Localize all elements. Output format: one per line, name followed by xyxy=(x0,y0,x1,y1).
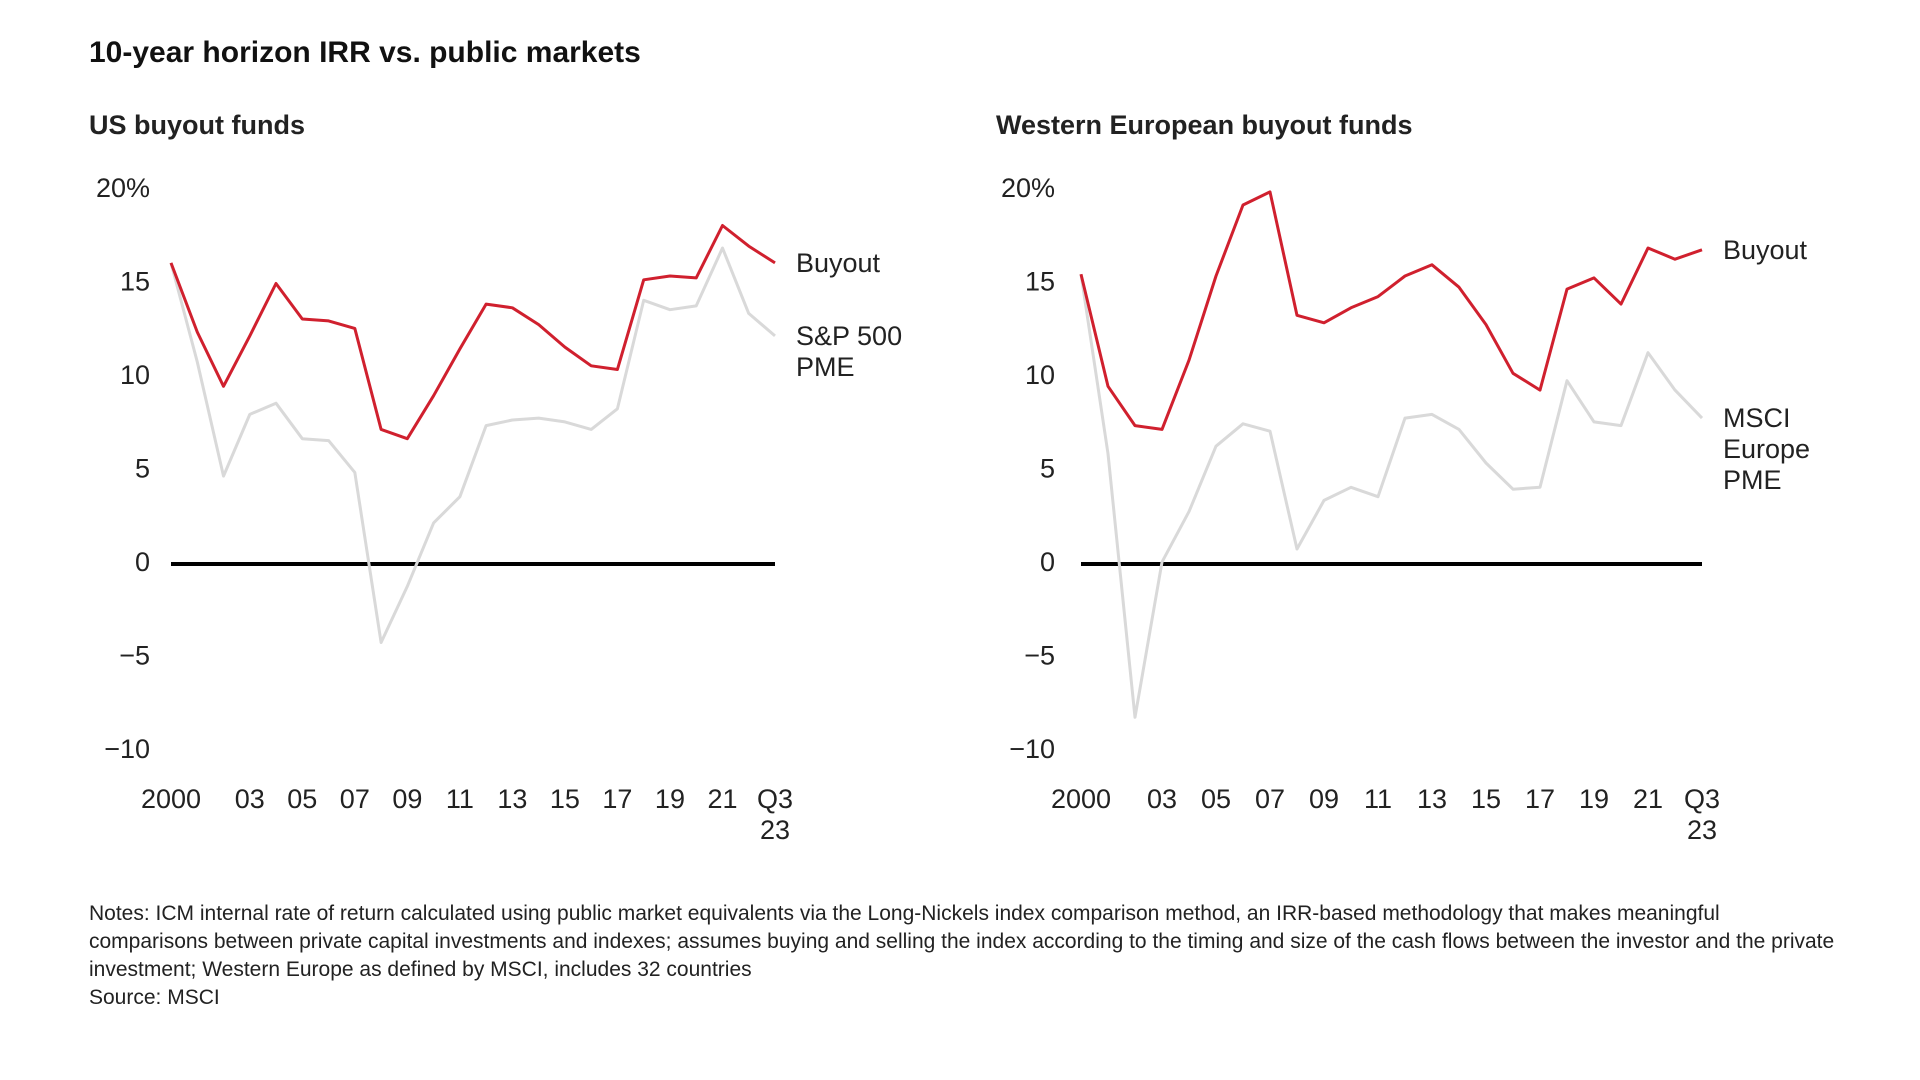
chart-title: US buyout funds xyxy=(89,110,305,140)
x-tick-label: 19 xyxy=(1579,784,1609,814)
y-tick-label: 5 xyxy=(135,454,150,484)
y-tick-label: 20% xyxy=(96,173,150,203)
series-label: S&P 500 PME xyxy=(796,321,902,382)
x-tick-label: 05 xyxy=(1201,784,1231,814)
series-line xyxy=(1079,190,1703,431)
y-tick-label: 10 xyxy=(120,360,150,390)
x-tick-label: 15 xyxy=(1471,784,1501,814)
x-tick-label: 03 xyxy=(235,784,265,814)
x-tick-label: 17 xyxy=(602,784,632,814)
y-tick-label: −10 xyxy=(1009,734,1055,764)
y-tick-label: 20% xyxy=(1001,173,1055,203)
series-label: Buyout xyxy=(796,248,881,278)
chart-title: Western European buyout funds xyxy=(996,110,1413,140)
x-tick-label: 07 xyxy=(1255,784,1285,814)
series-line xyxy=(169,224,776,441)
x-tick-label: 2000 xyxy=(1051,784,1111,814)
x-tick-label: 13 xyxy=(497,784,527,814)
y-tick-label: −5 xyxy=(119,641,150,671)
page-title: 10-year horizon IRR vs. public markets xyxy=(89,36,641,69)
series-line xyxy=(1079,273,1704,719)
series-label: MSCI Europe PME xyxy=(1723,403,1810,495)
y-tick-label: −10 xyxy=(104,734,150,764)
y-tick-label: 0 xyxy=(1040,547,1055,577)
x-tick-label: 03 xyxy=(1147,784,1177,814)
x-tick-label: 05 xyxy=(287,784,317,814)
x-tick-label: 2000 xyxy=(141,784,201,814)
x-tick-label: 19 xyxy=(655,784,685,814)
y-tick-label: 0 xyxy=(135,547,150,577)
x-tick-label: 15 xyxy=(550,784,580,814)
x-tick-label: 11 xyxy=(1364,784,1392,814)
y-tick-label: −5 xyxy=(1024,641,1055,671)
notes: Notes: ICM internal rate of return calcu… xyxy=(89,902,1835,981)
x-tick-label: 21 xyxy=(1633,784,1663,814)
x-tick-label: Q3 23 xyxy=(757,784,793,845)
x-tick-label: 17 xyxy=(1525,784,1555,814)
source: Source: MSCI xyxy=(89,986,220,1009)
x-tick-label: 13 xyxy=(1417,784,1447,814)
y-tick-label: 10 xyxy=(1025,360,1055,390)
x-tick-label: 09 xyxy=(392,784,422,814)
series-line xyxy=(169,246,776,644)
x-tick-label: 07 xyxy=(340,784,370,814)
y-tick-label: 15 xyxy=(1025,267,1055,297)
x-tick-label: 09 xyxy=(1309,784,1339,814)
y-tick-label: 15 xyxy=(120,267,150,297)
series-label: Buyout xyxy=(1723,235,1808,265)
y-tick-label: 5 xyxy=(1040,454,1055,484)
notes-block: Notes: ICM internal rate of return calcu… xyxy=(89,900,1839,1012)
x-tick-label: Q3 23 xyxy=(1684,784,1720,845)
x-tick-label: 21 xyxy=(707,784,737,814)
x-tick-label: 11 xyxy=(446,784,474,814)
